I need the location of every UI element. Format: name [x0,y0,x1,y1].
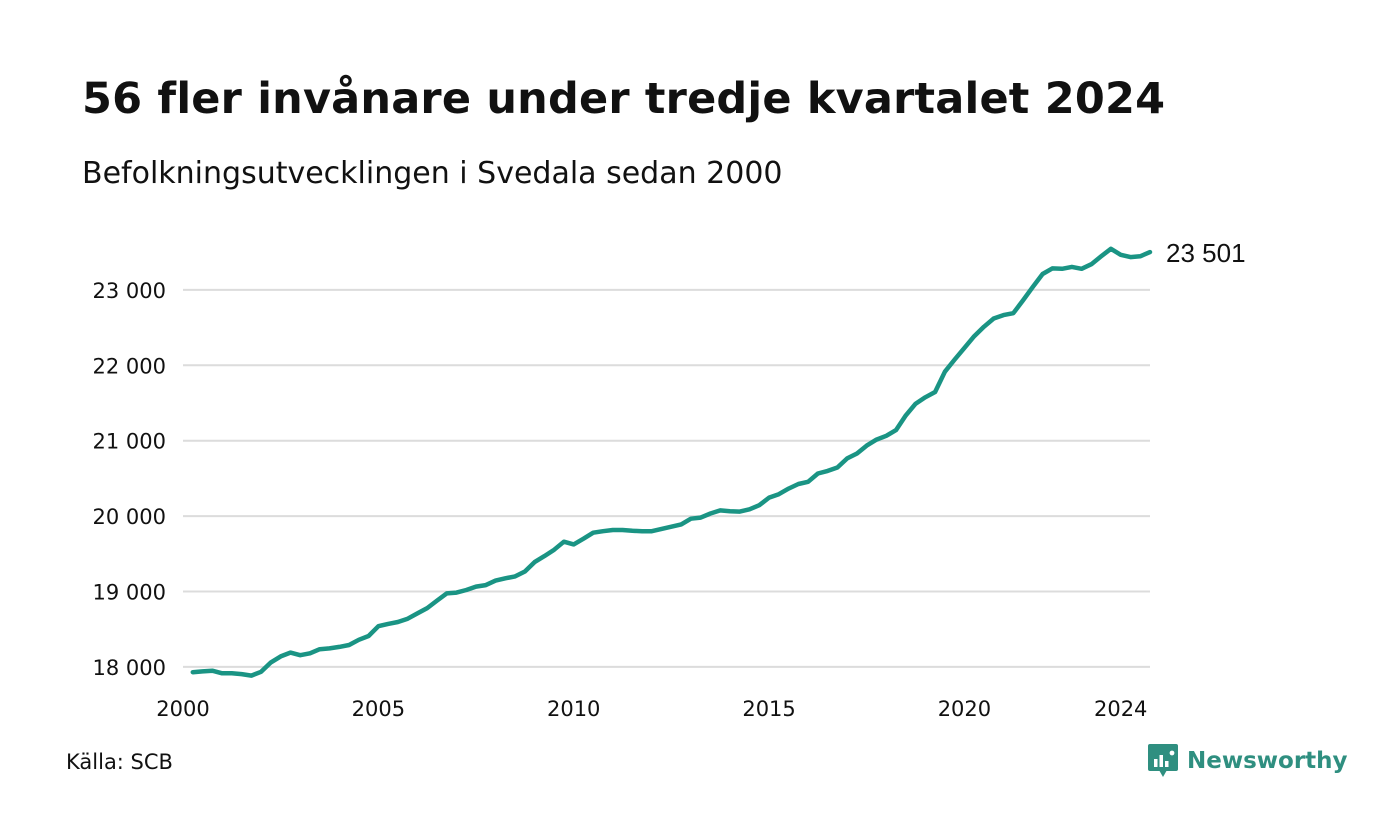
chart-title: 56 fler invånare under tredje kvartalet … [82,74,1166,124]
y-tick-label: 22 000 [93,354,166,378]
x-tick-label: 2000 [156,697,209,721]
brand-logo[interactable]: Newsworthy [1148,744,1348,778]
x-axis-tick-labels: 2000 2005 2010 2015 2020 2024 [156,697,1147,721]
x-tick-label: 2010 [547,697,600,721]
y-tick-label: 18 000 [93,656,166,680]
source-note: Källa: SCB [66,750,173,774]
brand-name: Newsworthy [1187,748,1348,774]
y-tick-label: 23 000 [93,279,166,303]
gridlines [183,288,1150,668]
y-tick-label: 19 000 [93,581,166,605]
x-tick-label: 2015 [742,697,795,721]
y-axis-tick-labels: 18 000 19 000 20 000 21 000 22 000 23 000 [93,279,166,680]
chart-subtitle: Befolkningsutvecklingen i Svedala sedan … [82,156,783,191]
series-group [190,246,1153,678]
y-tick-label: 21 000 [93,430,166,454]
series-line-0 [190,246,1153,678]
end-value-label: 23 501 [1166,238,1246,268]
newsworthy-logo-icon [1148,744,1178,777]
x-tick-label: 2020 [938,697,991,721]
x-tick-label: 2005 [352,697,405,721]
y-tick-label: 20 000 [93,505,166,529]
x-tick-label: 2024 [1094,697,1147,721]
